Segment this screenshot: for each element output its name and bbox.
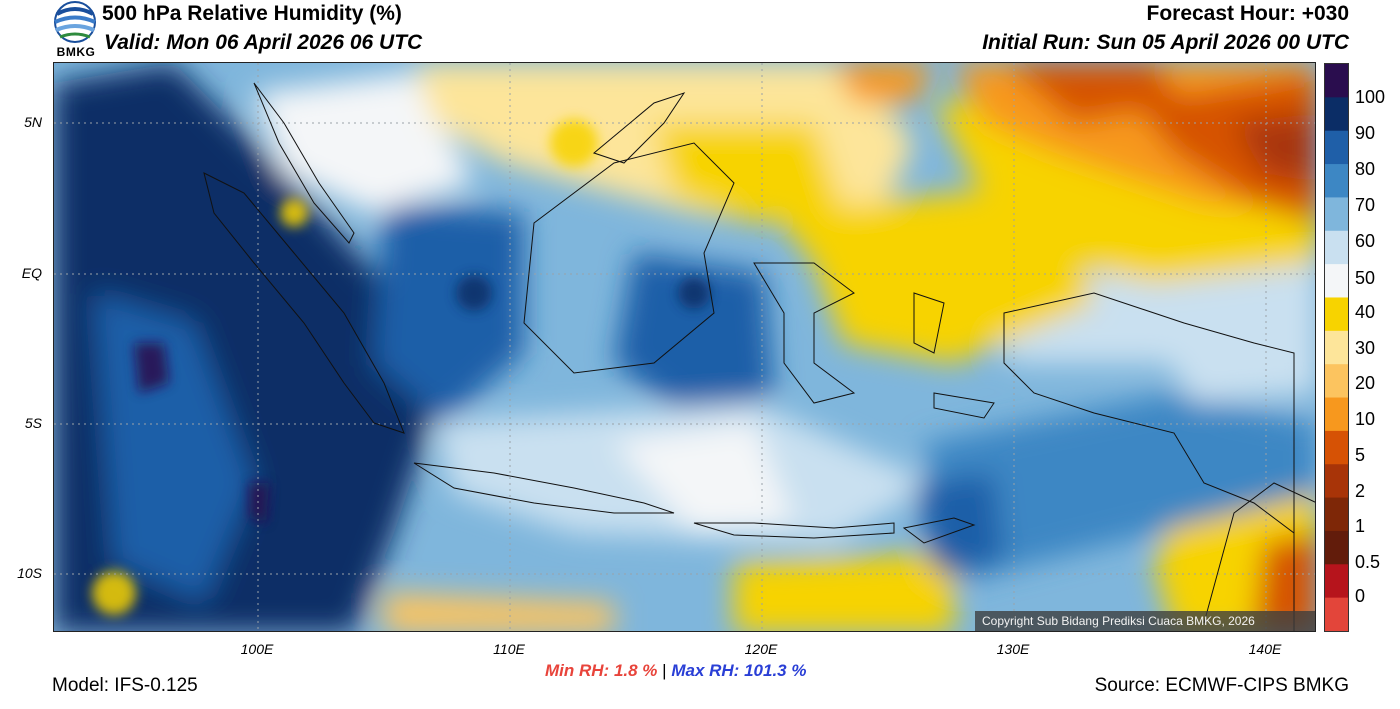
valid-time: Valid: Mon 06 April 2026 06 UTC (104, 31, 423, 54)
colorbar-label-0: 0 (1355, 586, 1366, 606)
lon-label-120e: 120E (744, 641, 778, 657)
colorbar-label-1: 1 (1355, 516, 1366, 536)
colorbar-swatch (1325, 497, 1348, 532)
colorbar-swatch (1325, 64, 1348, 98)
lat-label-eq: EQ (21, 265, 42, 281)
min-rh-value: 1.8 % (613, 661, 658, 680)
lat-label-10s: 10S (17, 565, 42, 581)
colorbar-label-100: 100 (1355, 87, 1386, 107)
humidity-map (53, 62, 1316, 632)
colorbar-swatch (1325, 430, 1348, 465)
rh-separator: | (662, 661, 667, 680)
colorbar-swatch (1325, 297, 1348, 332)
colorbar (1324, 63, 1349, 632)
colorbar-swatch (1325, 364, 1348, 399)
max-rh-value: 101.3 % (744, 661, 807, 680)
colorbar-label-30: 30 (1355, 338, 1376, 358)
colorbar-label-40: 40 (1355, 302, 1376, 322)
lon-label-110e: 110E (493, 641, 525, 657)
colorbar-label-0-5: 0.5 (1355, 552, 1381, 572)
colorbar-swatch (1325, 164, 1348, 198)
colorbar-label-10: 10 (1355, 409, 1376, 429)
max-rh-label: Max RH: (671, 661, 740, 680)
colorbar-label-70: 70 (1355, 195, 1376, 215)
colorbar-label-2: 2 (1355, 481, 1366, 501)
colorbar-swatch (1325, 197, 1348, 232)
humidity-field-svg (54, 63, 1315, 631)
colorbar-label-60: 60 (1355, 231, 1376, 251)
coastlines (203, 82, 1315, 631)
colorbar-swatch (1325, 264, 1348, 298)
colorbar-label-20: 20 (1355, 373, 1376, 393)
colorbar-swatch (1325, 330, 1348, 365)
lat-label-5s: 5S (24, 415, 42, 431)
bmkg-logo-icon (50, 0, 100, 60)
lat-label-5n: 5N (24, 114, 42, 130)
colorbar-label-80: 80 (1355, 159, 1376, 179)
source-label: Source: ECMWF-CIPS BMKG (1094, 675, 1349, 696)
copyright-notice: Copyright Sub Bidang Prediksi Cuaca BMKG… (975, 611, 1315, 631)
colorbar-label-90: 90 (1355, 123, 1376, 143)
colorbar-swatch (1325, 97, 1348, 132)
colorbar-swatch (1325, 130, 1348, 165)
colorbar-swatches (1325, 64, 1348, 632)
colorbar-swatch (1325, 230, 1348, 265)
lon-label-130e: 130E (996, 641, 1030, 657)
colorbar-swatch (1325, 464, 1348, 499)
min-rh-label: Min RH: (545, 661, 610, 680)
logo-text: BMKG (56, 45, 96, 59)
initial-run: Initial Run: Sun 05 April 2026 00 UTC (982, 31, 1349, 54)
colorbar-label-50: 50 (1355, 268, 1376, 288)
colorbar-label-5: 5 (1355, 445, 1366, 465)
colorbar-swatch (1325, 564, 1348, 599)
lon-label-100e: 100E (240, 641, 274, 657)
model-label: Model: IFS-0.125 (52, 675, 198, 696)
colorbar-swatch (1325, 530, 1348, 565)
min-max-rh: Min RH: 1.8 % | Max RH: 101.3 % (545, 661, 806, 681)
lon-label-140e: 140E (1248, 641, 1282, 657)
chart-title: 500 hPa Relative Humidity (%) (102, 2, 402, 25)
colorbar-swatch (1325, 397, 1348, 432)
forecast-hour: Forecast Hour: +030 (1146, 2, 1350, 25)
colorbar-swatch (1325, 597, 1348, 632)
